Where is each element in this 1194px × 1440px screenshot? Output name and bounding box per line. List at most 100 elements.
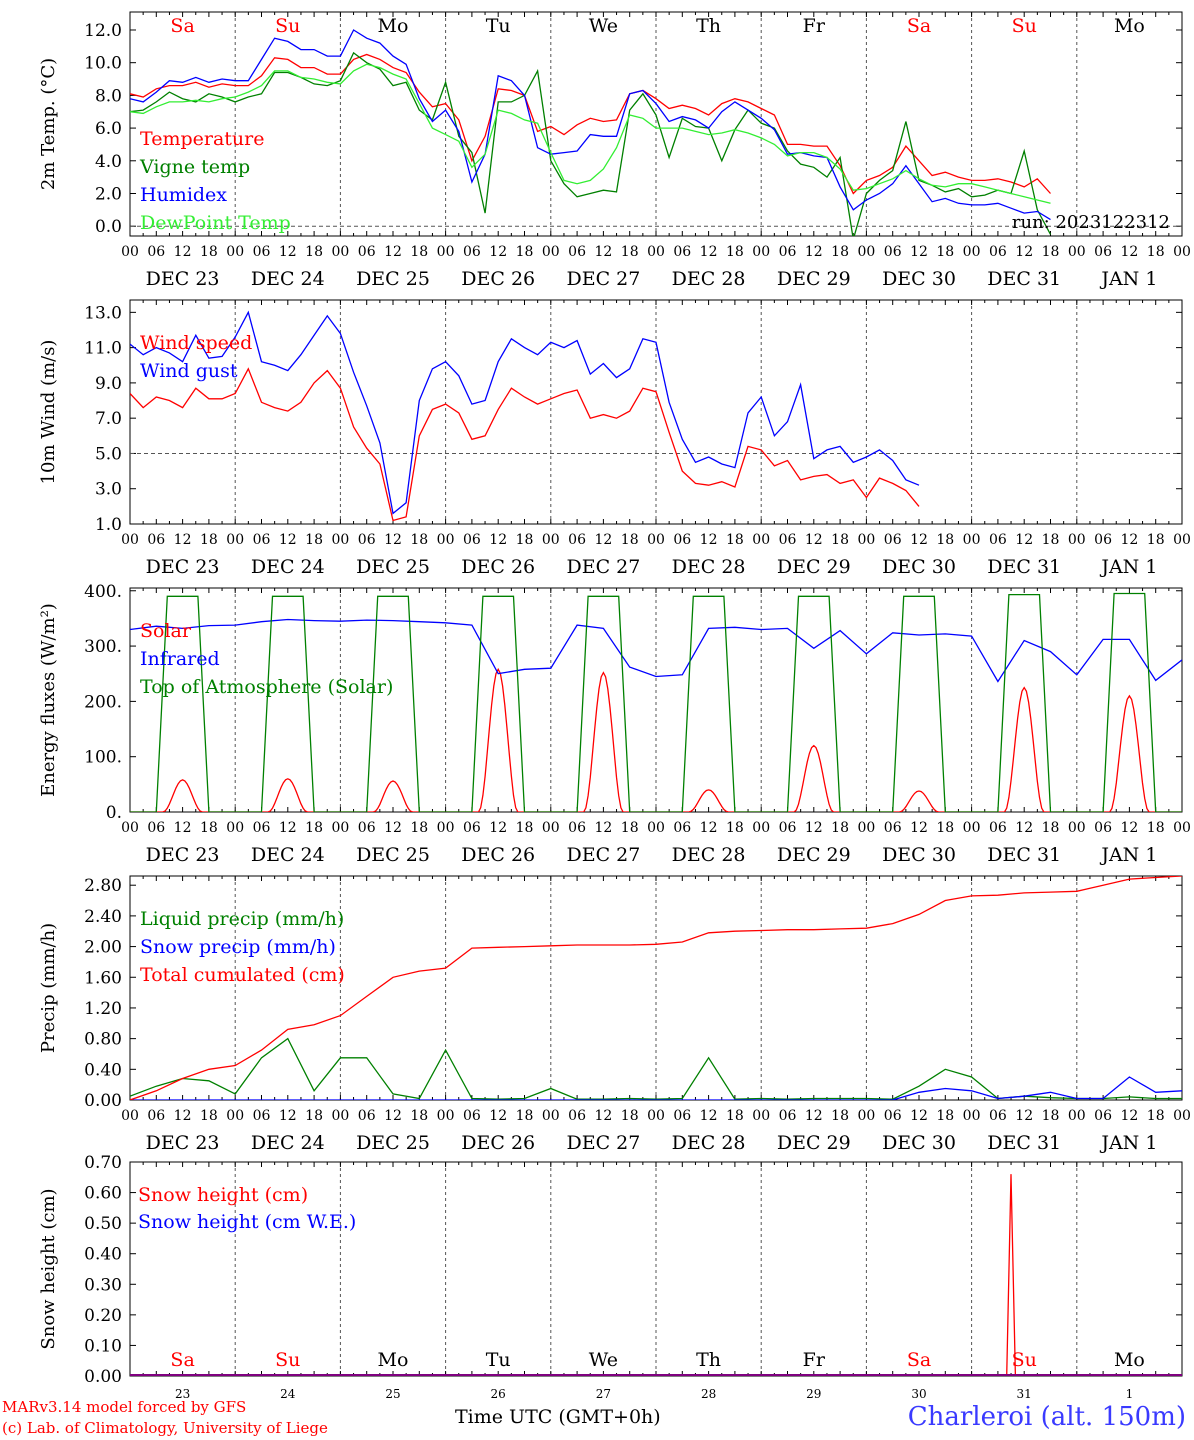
x-hour-label: 12: [910, 820, 928, 836]
x-hour-label: 18: [410, 820, 428, 836]
y-tick-label: 4.0: [95, 152, 122, 172]
model-credit: MARv3.14 model forced by GFS: [2, 1398, 247, 1416]
day-name-label: Su: [275, 15, 300, 37]
x-hour-label: 18: [621, 244, 639, 260]
day-number-label: 28: [701, 1387, 716, 1401]
x-hour-label: 12: [1120, 820, 1138, 836]
series-dewpoint-temp: [130, 63, 1051, 204]
x-date-label: DEC 23: [146, 268, 220, 290]
x-hour-label: 18: [200, 1108, 218, 1124]
y-tick-label: 1.0: [95, 515, 122, 535]
y-tick-label: 0.00: [84, 1091, 122, 1111]
x-hour-label: 00: [963, 820, 981, 836]
series-total-cumulated-cm: [130, 876, 1182, 1100]
x-hour-label: 06: [568, 820, 586, 836]
x-date-label: DEC 24: [251, 844, 325, 866]
day-name-label: Su: [1012, 1349, 1037, 1371]
x-date-label: DEC 30: [882, 556, 956, 578]
x-hour-label: 00: [963, 1108, 981, 1124]
x-hour-label: 06: [147, 532, 165, 548]
x-hour-label: 06: [147, 1108, 165, 1124]
x-hour-label: 12: [910, 532, 928, 548]
x-date-label: DEC 29: [777, 556, 851, 578]
y-tick-label: 0.40: [84, 1245, 122, 1265]
x-hour-label: 00: [963, 532, 981, 548]
legend-snow-height-cm: Snow height (cm): [138, 1184, 308, 1206]
x-date-label: DEC 30: [882, 268, 956, 290]
day-name-label: Fr: [803, 1349, 826, 1371]
x-date-label: DEC 29: [777, 1132, 851, 1154]
x-hour-label: 00: [1068, 244, 1086, 260]
x-hour-label: 06: [673, 244, 691, 260]
day-name-label: Sa: [170, 1349, 194, 1371]
x-hour-label: 12: [174, 532, 192, 548]
x-date-label: DEC 23: [146, 844, 220, 866]
x-date-label: DEC 28: [672, 844, 746, 866]
x-hour-label: 00: [1173, 244, 1191, 260]
legend-snow-precip-mm-h: Snow precip (mm/h): [140, 936, 336, 958]
x-hour-label: 06: [779, 820, 797, 836]
y-axis-label: Energy fluxes (W/m²): [38, 603, 59, 797]
x-date-label: DEC 25: [356, 844, 430, 866]
y-tick-label: 0.80: [84, 1030, 122, 1050]
day-number-label: 23: [175, 1387, 190, 1401]
y-tick-label: 2.40: [84, 907, 122, 927]
x-hour-label: 18: [410, 244, 428, 260]
x-date-label: DEC 31: [987, 268, 1061, 290]
y-tick-label: 2.0: [95, 184, 122, 204]
day-name-label: Fr: [803, 15, 826, 37]
x-hour-label: 18: [936, 244, 954, 260]
x-date-label: DEC 26: [461, 1132, 535, 1154]
x-hour-label: 00: [437, 1108, 455, 1124]
x-hour-label: 00: [752, 532, 770, 548]
x-hour-label: 00: [226, 820, 244, 836]
x-hour-label: 12: [805, 532, 823, 548]
x-hour-label: 18: [1147, 820, 1165, 836]
day-number-label: 24: [280, 1387, 296, 1401]
legend-humidex: Humidex: [140, 184, 227, 206]
x-hour-label: 00: [1173, 532, 1191, 548]
x-hour-label: 18: [831, 244, 849, 260]
series-vigne-temp: [130, 51, 1052, 236]
x-hour-label: 18: [516, 1108, 534, 1124]
x-hour-label: 06: [253, 532, 271, 548]
y-tick-label: 12.0: [84, 21, 122, 41]
x-hour-label: 12: [594, 244, 612, 260]
x-hour-label: 18: [305, 820, 323, 836]
x-hour-label: 12: [1015, 244, 1033, 260]
day-name-label: Su: [275, 1349, 300, 1371]
x-hour-label: 12: [384, 820, 402, 836]
day-name-label: We: [589, 1349, 618, 1371]
x-date-label: DEC 28: [672, 268, 746, 290]
y-tick-label: 0.20: [84, 1306, 122, 1326]
x-hour-label: 18: [516, 244, 534, 260]
panel-4: 0.00 0.40 0.80 1.20 1.60 2.00 2.40 2.80 Precip (…: [38, 875, 1191, 1154]
x-date-label: DEC 24: [251, 1132, 325, 1154]
x-date-label: DEC 26: [461, 844, 535, 866]
series-wind-gust: [130, 310, 920, 515]
day-number-label: 30: [911, 1387, 926, 1401]
x-hour-label: 12: [489, 532, 507, 548]
x-hour-label: 00: [647, 532, 665, 548]
x-hour-label: 06: [884, 532, 902, 548]
x-date-label: DEC 30: [882, 844, 956, 866]
x-hour-label: 06: [253, 244, 271, 260]
x-date-label: DEC 29: [777, 844, 851, 866]
x-hour-label: 12: [384, 244, 402, 260]
x-hour-label: 18: [1147, 244, 1165, 260]
x-hour-label: 18: [726, 1108, 744, 1124]
x-hour-label: 00: [542, 532, 560, 548]
x-hour-label: 06: [989, 820, 1007, 836]
day-name-label: Sa: [907, 15, 931, 37]
x-hour-label: 06: [147, 820, 165, 836]
x-hour-label: 18: [831, 820, 849, 836]
day-name-label: Tu: [486, 15, 511, 37]
x-hour-label: 18: [936, 532, 954, 548]
x-hour-label: 00: [331, 532, 349, 548]
series-humidex: [130, 29, 1051, 221]
x-hour-label: 00: [437, 532, 455, 548]
x-hour-label: 06: [358, 1108, 376, 1124]
x-hour-label: 12: [700, 244, 718, 260]
x-hour-label: 12: [279, 820, 297, 836]
y-axis-label: Snow height (cm): [38, 1188, 59, 1349]
